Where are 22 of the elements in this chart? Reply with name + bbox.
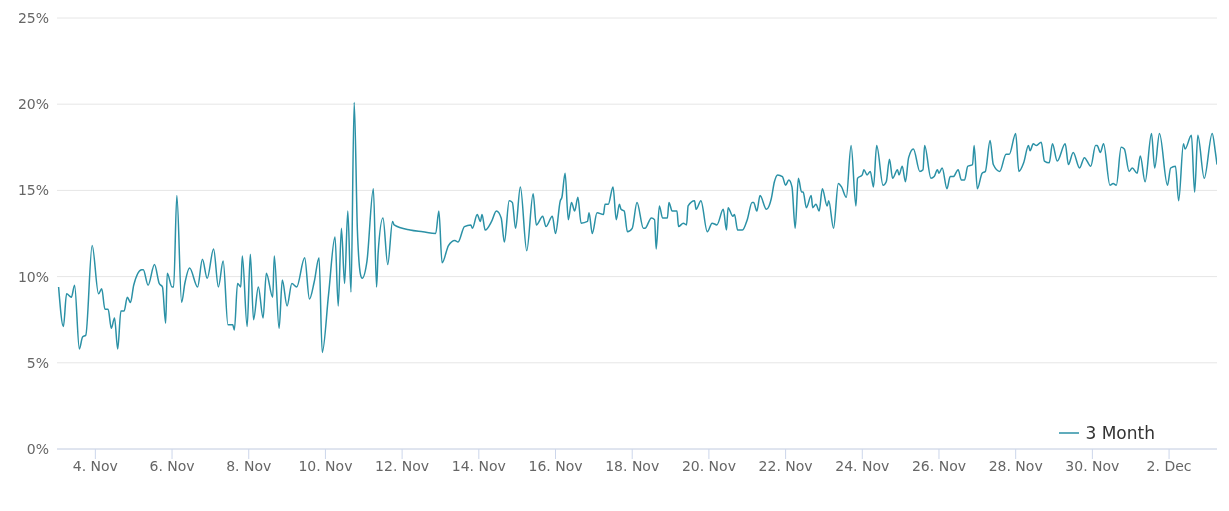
x-tick-label: 2. Dec (1146, 457, 1192, 474)
x-tick-label: 10. Nov (298, 457, 353, 474)
legend-label: 3 Month (1085, 423, 1155, 443)
y-tick-label: 25% (17, 9, 49, 26)
x-tick-label: 8. Nov (226, 457, 272, 474)
x-tick-label: 26. Nov (911, 457, 967, 474)
x-tick-label: 28. Nov (988, 457, 1043, 474)
x-tick-label: 16. Nov (528, 457, 583, 474)
y-tick-label: 0% (26, 440, 49, 457)
x-tick-label: 4. Nov (72, 457, 118, 474)
x-tick-label: 30. Nov (1065, 457, 1120, 474)
x-tick-label: 12. Nov (375, 457, 430, 474)
y-tick-label: 20% (17, 96, 49, 113)
x-tick-label: 20. Nov (681, 457, 736, 474)
y-tick-label: 15% (17, 182, 49, 199)
x-tick-label: 22. Nov (758, 457, 813, 474)
y-tick-label: 5% (26, 354, 49, 371)
x-tick-label: 18. Nov (605, 457, 660, 474)
x-tick-label: 6. Nov (149, 457, 195, 474)
x-tick-label: 24. Nov (835, 457, 890, 474)
y-tick-label: 10% (17, 268, 49, 285)
x-tick-label: 14. Nov (451, 457, 506, 474)
